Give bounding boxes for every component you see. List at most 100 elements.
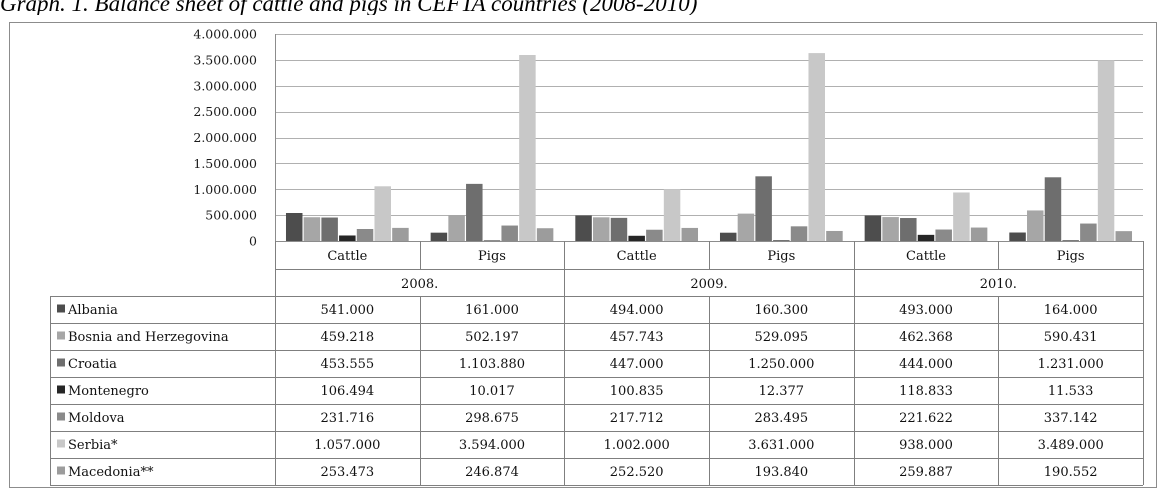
data-label: 494.000	[610, 303, 664, 318]
bar	[519, 55, 536, 242]
bar	[448, 215, 465, 241]
data-label: 337.142	[1044, 411, 1098, 426]
data-label: 283.495	[754, 411, 808, 426]
category-label: Cattle	[617, 249, 657, 264]
bar	[1027, 210, 1044, 241]
data-label: 459.218	[320, 330, 374, 345]
bar	[1009, 232, 1026, 241]
data-label: 161.000	[465, 303, 519, 318]
data-table: Cattle Pigs Cattle Pigs Cattle Pigs 2008. 2009.…	[50, 241, 1144, 486]
category-label: Pigs	[478, 249, 506, 264]
data-label: 160.300	[754, 303, 808, 318]
legend-swatch	[57, 331, 65, 340]
legend-swatch	[57, 385, 65, 394]
bar	[575, 215, 592, 241]
data-label: 231.716	[320, 411, 374, 426]
y-tick-label: 2.000.000	[193, 130, 257, 145]
bar	[935, 229, 952, 241]
data-label: 246.874	[465, 465, 519, 480]
data-label: 252.520	[610, 465, 664, 480]
gridlines	[275, 34, 1143, 242]
data-label: 164.000	[1044, 303, 1098, 318]
data-label: 938.000	[899, 438, 953, 453]
y-tick-label: 1.000.000	[193, 182, 257, 197]
data-label: 253.473	[320, 465, 374, 480]
data-label: 590.431	[1044, 330, 1098, 345]
data-label: 453.555	[320, 357, 374, 372]
y-tick-label: 500.000	[205, 208, 257, 223]
data-label: 190.552	[1044, 465, 1098, 480]
bar	[790, 226, 808, 241]
group-label: 2010.	[980, 277, 1017, 292]
bar	[773, 240, 790, 241]
bar	[681, 227, 699, 241]
data-label: 444.000	[899, 357, 953, 372]
y-tick-label: 1.500.000	[193, 156, 257, 171]
data-label: 12.377	[759, 384, 805, 399]
bar	[826, 230, 843, 241]
data-label: 529.095	[754, 330, 808, 345]
legend-swatch	[57, 466, 65, 475]
legend-label: Macedonia**	[68, 465, 154, 480]
bar	[953, 192, 970, 241]
data-label: 502.197	[465, 330, 519, 345]
y-tick-label: 4.000.000	[193, 27, 257, 42]
data-label: 457.743	[610, 330, 664, 345]
data-label: 3.631.000	[748, 438, 814, 453]
data-label: 3.594.000	[459, 438, 525, 453]
bar	[339, 235, 356, 241]
data-label: 118.833	[899, 384, 953, 399]
data-label: 100.835	[610, 384, 664, 399]
bar	[501, 225, 518, 241]
data-label: 221.622	[899, 411, 953, 426]
category-label: Pigs	[767, 249, 795, 264]
bar	[1080, 223, 1097, 241]
data-label: 106.494	[320, 384, 374, 399]
y-tick-label: 2.500.000	[193, 104, 257, 119]
legend-swatch	[57, 439, 65, 448]
bar	[483, 240, 501, 241]
bar	[663, 189, 681, 241]
data-label: 447.000	[610, 357, 664, 372]
bar	[1097, 60, 1115, 242]
data-label: 1.002.000	[604, 438, 670, 453]
bar	[737, 213, 755, 241]
data-label: 1.057.000	[314, 438, 380, 453]
legend-label: Moldova	[68, 411, 125, 426]
bar	[882, 217, 899, 241]
bar	[1115, 231, 1133, 241]
legend-label: Croatia	[68, 357, 117, 372]
y-tick-label: 0	[249, 234, 257, 249]
bar	[1062, 240, 1079, 241]
bar	[610, 217, 628, 241]
bar	[900, 218, 917, 241]
data-label: 493.000	[899, 303, 953, 318]
category-label: Pigs	[1057, 249, 1085, 264]
data-label: 1.250.000	[748, 357, 814, 372]
y-axis: 0 500.000 1.000.000 1.500.000 2.000.000 2.500…	[193, 27, 276, 249]
data-label: 11.533	[1048, 384, 1094, 399]
bar	[303, 217, 321, 241]
data-label: 193.840	[754, 465, 808, 480]
data-label: 298.675	[465, 411, 519, 426]
legend-label: Montenegro	[68, 384, 149, 399]
legend-swatch	[57, 358, 65, 367]
bar	[628, 235, 645, 241]
bar	[755, 176, 772, 241]
bar	[808, 53, 825, 241]
bar	[356, 229, 374, 241]
bar	[321, 217, 338, 241]
data-label: 462.368	[899, 330, 953, 345]
bar	[646, 229, 663, 241]
bar	[466, 183, 483, 241]
data-label: 217.712	[610, 411, 664, 426]
category-label: Cattle	[327, 249, 367, 264]
bars	[285, 53, 1133, 242]
bar	[719, 232, 737, 241]
data-label: 3.489.000	[1038, 438, 1104, 453]
legend-label: Albania	[67, 303, 118, 318]
legend-swatch	[57, 412, 65, 421]
bar	[917, 234, 935, 241]
data-label: 1.103.880	[459, 357, 525, 372]
